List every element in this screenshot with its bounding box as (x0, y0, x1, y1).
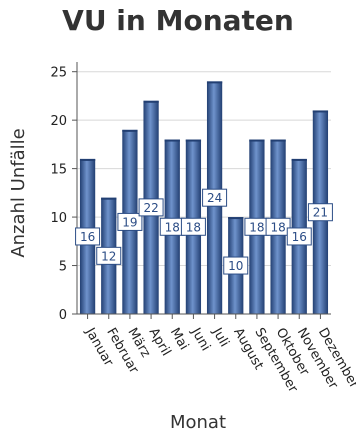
data-label: 18 (186, 220, 201, 234)
y-tick-label: 20 (50, 114, 67, 129)
bar-top-edge (164, 139, 180, 142)
bar-top-edge (206, 81, 223, 84)
data-label-box (202, 188, 228, 207)
bar-top-edge (249, 139, 265, 142)
data-label-box (180, 217, 206, 236)
x-axis-title: Monat (170, 412, 226, 433)
data-label: 18 (270, 220, 285, 234)
bar-top-edge (291, 158, 307, 161)
data-label-box (117, 212, 143, 231)
data-label: 16 (292, 230, 307, 244)
bar-top-edge (79, 158, 96, 161)
data-label: 10 (228, 259, 243, 273)
data-label: 21 (313, 206, 328, 220)
data-labels: 16 12 19 22 18 18 24 10 18 18 16 21 (75, 188, 333, 275)
data-label: 18 (249, 220, 264, 234)
bar-top-edge (312, 110, 329, 113)
data-label-box (286, 227, 312, 246)
bar-top-edge (228, 217, 244, 220)
data-label-box (265, 217, 291, 236)
chart-title: VU in Monaten (62, 4, 294, 37)
category-label: Juni (187, 325, 212, 354)
data-label: 16 (80, 230, 95, 244)
data-label-box (138, 198, 164, 217)
data-label-box (307, 203, 333, 222)
data-label-box (223, 256, 249, 275)
data-label: 19 (122, 215, 137, 229)
bar-top-edge (270, 139, 286, 142)
data-label: 22 (143, 201, 158, 215)
bar-top-edge (101, 197, 117, 200)
data-label: 12 (101, 249, 116, 263)
data-label-box (96, 246, 122, 265)
data-label-box (75, 227, 101, 246)
bar-top-edge (122, 129, 138, 132)
data-label: 24 (207, 191, 222, 205)
y-tick-label: 10 (50, 211, 67, 226)
y-tick-label: 5 (59, 260, 67, 275)
y-tick-label: 0 (59, 308, 67, 323)
y-axis-title: Anzahl Unfälle (8, 128, 29, 257)
bar-top-edge (143, 100, 159, 103)
y-tick-label: 25 (50, 66, 67, 81)
data-label: 18 (165, 220, 180, 234)
bar-top-edge (185, 139, 202, 142)
y-tick-label: 15 (50, 163, 67, 178)
